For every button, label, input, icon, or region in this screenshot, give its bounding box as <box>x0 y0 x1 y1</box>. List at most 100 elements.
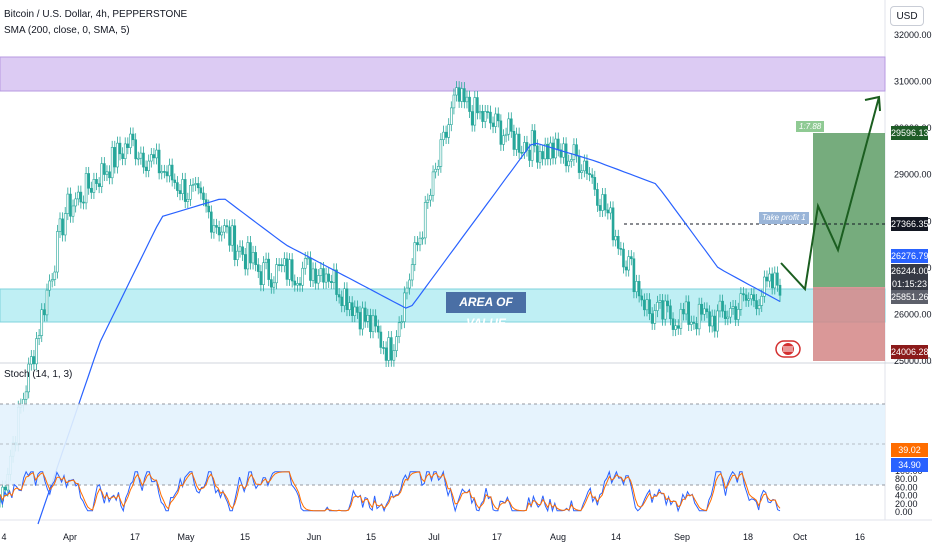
candle-body <box>504 133 508 137</box>
candle-body <box>575 144 578 157</box>
candle-body <box>110 147 114 179</box>
candle-body <box>700 303 704 315</box>
candle-body <box>765 276 769 282</box>
candle-body <box>768 273 771 282</box>
candle-body <box>353 306 357 316</box>
candle-body <box>126 143 130 148</box>
candle-body <box>426 199 430 203</box>
candle-body <box>616 236 620 249</box>
candle-body <box>778 284 782 296</box>
candle-body <box>309 257 312 281</box>
candle-body <box>356 306 359 313</box>
candle-body <box>450 107 453 125</box>
candle-body <box>494 113 497 127</box>
candle-body <box>690 321 693 325</box>
candle-body <box>496 113 500 122</box>
candle-body <box>695 323 698 330</box>
candle-body <box>585 160 589 174</box>
candle-body <box>340 296 344 307</box>
last-price-tag: 26244.00 <box>891 264 929 278</box>
candle-body <box>731 306 735 309</box>
candle-body <box>421 237 424 240</box>
candle-body <box>739 293 743 310</box>
candle-body <box>470 111 474 126</box>
candle-body <box>280 264 284 267</box>
candle-body <box>603 194 607 211</box>
candle-body <box>131 133 135 141</box>
price-axis-tick: 25000.00 <box>894 356 932 366</box>
candle-body <box>528 149 531 161</box>
candle-body <box>270 279 273 288</box>
countdown-tag: 01:15:23 <box>891 277 928 291</box>
candle-body <box>609 207 612 214</box>
candle-body <box>682 309 685 315</box>
candle-body <box>718 300 722 312</box>
candle-body <box>499 120 503 145</box>
area-of-value-label: AREA OF VALUE <box>446 292 526 330</box>
candle-body <box>429 194 432 201</box>
stoch-legend[interactable]: Stoch (14, 1, 3) <box>4 369 73 380</box>
candle-body <box>293 280 297 286</box>
candle-body <box>460 88 464 102</box>
candle-body <box>183 179 187 202</box>
chart-title[interactable]: Bitcoin / U.S. Dollar, 4h, PEPPERSTONE <box>4 9 188 20</box>
candle-body <box>444 131 448 138</box>
currency-button[interactable]: USD <box>890 6 924 26</box>
candle-body <box>397 322 401 337</box>
candle-body <box>416 242 419 246</box>
candle-body <box>418 237 422 246</box>
candle-body <box>708 311 711 327</box>
candle-body <box>254 252 257 265</box>
candle-body <box>155 149 158 159</box>
candle-body <box>726 316 730 319</box>
candle-body <box>178 190 182 194</box>
candle-body <box>50 279 54 282</box>
candle-body <box>61 218 64 236</box>
candle-body <box>267 258 270 280</box>
candle-body <box>622 248 625 268</box>
candle-body <box>113 147 117 168</box>
candle-body <box>481 111 484 122</box>
candle-body <box>251 252 255 264</box>
candle-body <box>684 301 688 315</box>
candle-body <box>564 143 568 167</box>
candle-body <box>551 142 555 159</box>
candle-body <box>358 312 362 330</box>
candle-body <box>58 218 62 232</box>
candle-body <box>452 94 456 109</box>
candle-body <box>319 268 323 276</box>
time-axis-tick: Jun <box>307 532 322 542</box>
candle-body <box>593 177 597 190</box>
sma-price-tag: 26276.79 <box>891 249 929 263</box>
candle-body <box>507 118 510 135</box>
candle-body <box>577 155 581 173</box>
candle-body <box>755 300 758 310</box>
candle-body <box>147 160 150 171</box>
candle-body <box>350 302 354 316</box>
candle-body <box>160 171 164 174</box>
projection-arrow-head <box>864 95 881 112</box>
candle-body <box>645 299 649 311</box>
broker-flag-icon <box>775 340 801 358</box>
sma-legend[interactable]: SMA (200, close, 0, SMA, 5) <box>4 25 130 36</box>
candle-body <box>650 313 654 324</box>
candle-body <box>379 331 383 348</box>
candle-body <box>395 336 398 351</box>
candle-body <box>181 179 184 194</box>
candle-body <box>134 139 137 160</box>
candle-body <box>361 307 364 330</box>
candle-body <box>687 301 690 325</box>
stoch-axis-tick: 40.00 <box>895 491 918 501</box>
time-axis-tick: Jul <box>428 532 440 542</box>
time-axis-tick: May <box>177 532 195 542</box>
candle-body <box>770 273 774 289</box>
candle-body <box>207 205 210 213</box>
resistance-zone <box>0 56 886 92</box>
candle-body <box>296 283 299 286</box>
candle-body <box>729 308 732 318</box>
time-axis-tick: 14 <box>611 532 621 542</box>
candle-body <box>679 309 683 329</box>
candle-body <box>0 500 2 503</box>
